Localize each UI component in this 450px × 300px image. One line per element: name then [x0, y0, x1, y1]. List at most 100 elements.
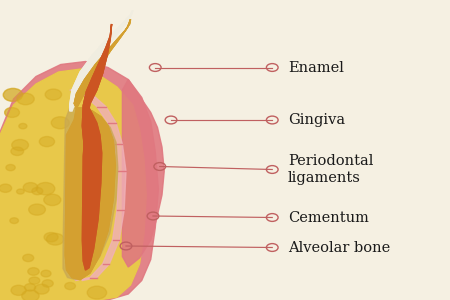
Circle shape	[71, 128, 85, 137]
Polygon shape	[63, 108, 118, 280]
Circle shape	[19, 123, 27, 129]
Circle shape	[28, 268, 39, 275]
Circle shape	[39, 136, 54, 147]
Circle shape	[36, 182, 55, 195]
Polygon shape	[122, 80, 164, 267]
Circle shape	[12, 140, 28, 151]
Circle shape	[78, 261, 87, 267]
Polygon shape	[0, 61, 158, 300]
Polygon shape	[82, 24, 112, 150]
Circle shape	[34, 284, 49, 294]
Circle shape	[4, 108, 19, 117]
Circle shape	[22, 254, 34, 262]
Circle shape	[65, 283, 76, 290]
Circle shape	[44, 194, 61, 206]
Polygon shape	[0, 69, 146, 300]
Circle shape	[79, 264, 90, 271]
Circle shape	[78, 261, 87, 267]
Circle shape	[22, 290, 39, 300]
Circle shape	[17, 189, 24, 194]
Circle shape	[44, 232, 58, 242]
Circle shape	[32, 188, 43, 195]
Circle shape	[10, 218, 18, 224]
Circle shape	[22, 254, 34, 262]
Circle shape	[23, 183, 38, 192]
Circle shape	[88, 136, 105, 147]
Polygon shape	[0, 69, 146, 300]
Circle shape	[17, 189, 24, 194]
Circle shape	[29, 277, 40, 284]
Polygon shape	[82, 108, 102, 270]
Circle shape	[24, 284, 36, 291]
Circle shape	[42, 280, 53, 287]
Circle shape	[46, 233, 64, 245]
Polygon shape	[74, 20, 130, 108]
Circle shape	[19, 123, 27, 129]
Circle shape	[11, 285, 26, 296]
Circle shape	[44, 232, 58, 242]
Polygon shape	[65, 108, 115, 280]
Circle shape	[51, 117, 69, 129]
Circle shape	[22, 290, 39, 300]
Polygon shape	[82, 24, 112, 150]
Circle shape	[11, 147, 23, 155]
Circle shape	[10, 218, 18, 224]
Polygon shape	[82, 108, 102, 270]
Circle shape	[17, 93, 34, 105]
Circle shape	[32, 188, 43, 195]
Circle shape	[41, 270, 51, 277]
Circle shape	[29, 204, 45, 215]
Text: Cementum: Cementum	[288, 211, 369, 224]
Polygon shape	[65, 90, 126, 280]
Text: Alveolar bone: Alveolar bone	[288, 241, 390, 254]
Polygon shape	[65, 108, 115, 280]
Polygon shape	[70, 11, 133, 111]
Circle shape	[4, 108, 19, 117]
Circle shape	[71, 128, 85, 137]
Circle shape	[79, 264, 90, 271]
Polygon shape	[74, 20, 130, 108]
Circle shape	[12, 140, 28, 151]
Circle shape	[11, 147, 23, 155]
Circle shape	[17, 93, 34, 105]
Circle shape	[46, 233, 64, 245]
Circle shape	[28, 268, 39, 275]
Circle shape	[24, 284, 36, 291]
Circle shape	[69, 203, 76, 208]
Circle shape	[41, 270, 51, 277]
Circle shape	[66, 251, 86, 264]
Circle shape	[42, 280, 53, 287]
Circle shape	[88, 136, 105, 147]
Circle shape	[29, 204, 45, 215]
Circle shape	[6, 164, 15, 171]
Circle shape	[39, 136, 54, 147]
Circle shape	[45, 89, 62, 100]
Circle shape	[0, 184, 12, 192]
Circle shape	[84, 226, 98, 235]
Polygon shape	[74, 20, 130, 108]
Circle shape	[0, 184, 12, 192]
Circle shape	[66, 251, 86, 264]
Circle shape	[66, 143, 78, 151]
Circle shape	[87, 286, 107, 299]
Circle shape	[36, 182, 55, 195]
Circle shape	[45, 89, 62, 100]
Circle shape	[51, 117, 69, 129]
Circle shape	[68, 201, 78, 208]
Circle shape	[66, 143, 78, 151]
Polygon shape	[70, 11, 133, 111]
Circle shape	[11, 285, 26, 296]
Circle shape	[84, 226, 98, 235]
Circle shape	[34, 284, 49, 294]
Circle shape	[87, 286, 107, 299]
Circle shape	[44, 194, 61, 206]
Text: Periodontal
ligaments: Periodontal ligaments	[288, 154, 374, 184]
Text: Gingiva: Gingiva	[288, 113, 345, 127]
Polygon shape	[82, 24, 112, 150]
Circle shape	[3, 88, 22, 101]
Circle shape	[69, 203, 76, 208]
Circle shape	[29, 277, 40, 284]
Circle shape	[23, 183, 38, 192]
Circle shape	[3, 88, 22, 101]
Circle shape	[68, 201, 78, 208]
